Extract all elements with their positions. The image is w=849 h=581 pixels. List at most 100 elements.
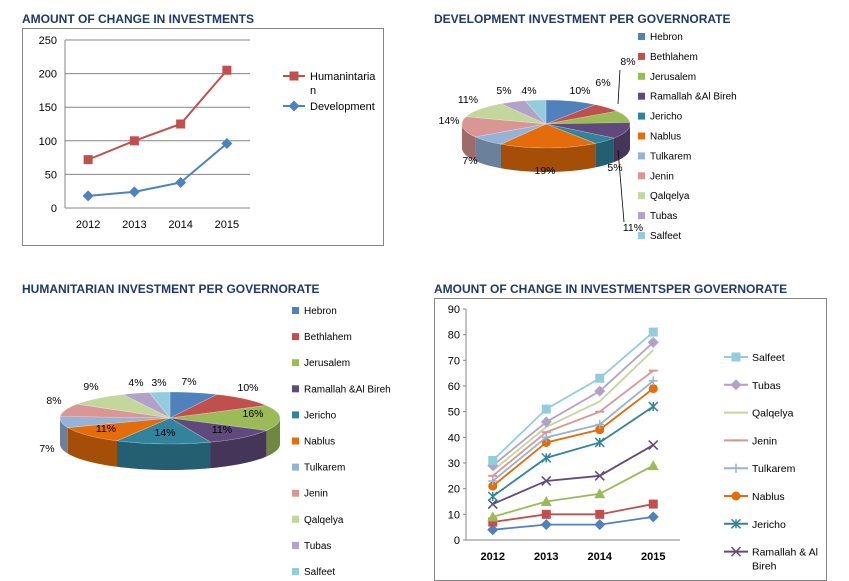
pie-slice-jenin <box>59 403 171 419</box>
data-point-development <box>221 137 233 149</box>
series-line-jerusalem <box>492 464 654 518</box>
pie-slice-hebron <box>169 391 218 419</box>
y-tick-label: 50 <box>448 407 460 419</box>
data-point-ramallah-al-bireh <box>487 499 498 510</box>
pie-slice-jericho <box>115 417 212 445</box>
series-line-development <box>88 142 228 197</box>
legend-swatch-ramallah-al-bireh <box>292 385 299 393</box>
pie-slice-jericho <box>545 123 616 144</box>
legend-marker-jericho <box>730 518 742 529</box>
legend-label-jenin: Jenin <box>304 489 328 500</box>
y-tick-label: 10 <box>448 509 460 521</box>
legend-marker-tubas <box>730 379 742 391</box>
data-point-humanintarian <box>222 65 232 75</box>
y-tick-label: 70 <box>448 355 460 367</box>
pie-slice-salfeet <box>148 391 171 419</box>
legend-swatch-salfeet <box>638 232 645 239</box>
legend-label-nablus: Nablus <box>752 491 785 503</box>
x-tick-label: 2015 <box>215 219 239 231</box>
data-point-bethlahem <box>488 517 498 527</box>
legend-marker-tulkarem <box>731 463 741 473</box>
pie-slice-hebron <box>545 99 597 125</box>
pie-slice-salfeet <box>524 99 547 125</box>
legend-label-ramallah-al-bireh: Ramallah &Al Bireh <box>304 384 391 395</box>
legend-label-jenin: Jenin <box>752 435 777 447</box>
legend-swatch-jericho <box>292 411 299 419</box>
chart-title-development-pie: DEVELOPMENT INVESTMENT PER GOVERNORATE <box>434 12 731 26</box>
legend-label-jerusalem: Jerusalem <box>304 358 350 369</box>
legend-marker-humanitarian <box>289 71 299 81</box>
chart-title-governorate-lines: AMOUNT OF CHANGE IN INVESTMENTSPER GOVER… <box>434 282 788 296</box>
legend-swatch-bethlahem <box>638 52 645 60</box>
legend-label-hebron: Hebron <box>650 32 683 43</box>
legend-marker-salfeet <box>731 352 741 362</box>
data-label-jericho: 5% <box>607 162 622 174</box>
data-point-salfeet <box>541 404 551 414</box>
data-point-bethlahem <box>595 509 605 519</box>
y-tick-label: 0 <box>454 535 460 547</box>
y-tick-label: 200 <box>39 69 57 81</box>
data-label-ramallah-al-bireh: 11% <box>623 222 643 234</box>
data-point-hebron <box>540 519 552 531</box>
series-line-humanintarian <box>87 69 228 161</box>
legend-label-ramallah-al-bireh-wrap: Bireh <box>752 561 777 573</box>
legend-label-qalqelya: Qalqelya <box>752 408 794 420</box>
pie-slice-qalqelya <box>77 394 171 419</box>
legend-swatch-jerusalem <box>292 359 299 367</box>
chart-title-change: AMOUNT OF CHANGE IN INVESTMENTS <box>22 12 255 26</box>
y-tick-label: 80 <box>448 330 460 342</box>
y-tick-label: 50 <box>45 169 57 181</box>
legend-label-jericho: Jericho <box>304 410 337 421</box>
legend-label-development: Development <box>310 101 375 113</box>
legend-label-tubas: Tubas <box>304 541 331 552</box>
x-tick-label: 2013 <box>534 551 558 563</box>
legend-label-salfeet: Salfeet <box>650 231 681 242</box>
change-chart-frame <box>22 28 384 246</box>
series-line-qalqelya <box>492 349 654 472</box>
legend-swatch-tubas <box>292 541 299 549</box>
series-line-tubas <box>492 341 654 467</box>
legend-swatch-ramallah-al-bireh <box>638 92 645 100</box>
pie-slice-ramallah-al-bireh <box>545 122 631 139</box>
data-label-salfeet: 4% <box>521 85 536 97</box>
pie-slice-jerusalem <box>545 110 631 125</box>
legend-label-tubas: Tubas <box>752 380 781 392</box>
data-point-jericho <box>541 452 552 463</box>
x-tick-label: 2013 <box>122 219 146 231</box>
data-point-bethlahem <box>541 509 551 519</box>
data-point-jericho <box>594 437 605 448</box>
data-label-bethlahem: 10% <box>237 382 258 394</box>
pie-slice-side-jerusalem <box>266 418 280 457</box>
data-point-humanintarian <box>129 136 139 146</box>
data-label-qalqelya: 11% <box>458 94 478 106</box>
series-line-jenin <box>492 369 654 477</box>
legend-label-bethlahem: Bethlahem <box>650 52 698 63</box>
data-label-salfeet: 3% <box>151 377 166 389</box>
data-point-salfeet <box>488 455 498 465</box>
data-point-tubas <box>647 336 659 348</box>
legend-swatch-tulkarem <box>292 463 299 471</box>
data-point-salfeet <box>595 373 605 383</box>
legend-swatch-hebron <box>638 33 645 40</box>
data-point-humanintarian <box>83 155 93 165</box>
data-point-nablus <box>488 481 498 491</box>
data-point-hebron <box>594 519 606 531</box>
data-point-jerusalem <box>647 460 659 471</box>
data-point-development <box>82 190 94 202</box>
data-point-development <box>175 176 187 188</box>
legend-swatch-hebron <box>292 307 299 314</box>
pie-slice-side-nablus <box>67 427 118 467</box>
series-line-jericho <box>492 405 654 498</box>
governorate-chart-frame <box>434 298 827 581</box>
data-label-tulkarem: 7% <box>39 443 54 455</box>
data-label-tubas: 4% <box>128 377 143 389</box>
pie-slice-tubas <box>122 392 171 419</box>
data-label-jenin: 8% <box>46 395 61 407</box>
series-line-salfeet <box>492 331 654 462</box>
data-point-jerusalem <box>487 511 499 522</box>
data-point-tulkarem <box>488 476 498 486</box>
data-point-nablus <box>648 384 658 394</box>
pie-slice-nablus <box>499 123 597 149</box>
legend-marker-development <box>288 100 300 112</box>
pie-slice-jerusalem <box>169 405 281 431</box>
